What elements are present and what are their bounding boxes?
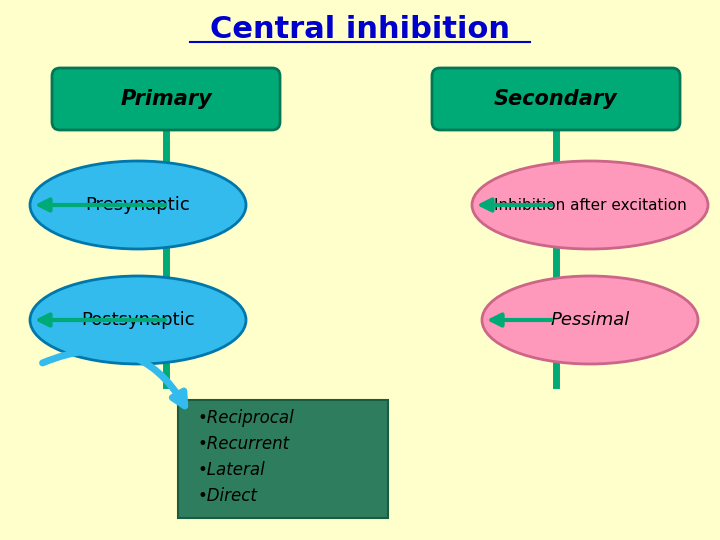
Text: Presynaptic: Presynaptic — [86, 196, 190, 214]
FancyBboxPatch shape — [52, 68, 280, 130]
Text: Inhibition after excitation: Inhibition after excitation — [494, 198, 686, 213]
FancyArrowPatch shape — [42, 350, 185, 406]
Ellipse shape — [482, 276, 698, 364]
Text: •Reciprocal: •Reciprocal — [198, 409, 294, 427]
Ellipse shape — [30, 161, 246, 249]
Text: Primary: Primary — [120, 89, 212, 109]
Text: •Recurrent: •Recurrent — [198, 435, 290, 453]
Text: Pessimal: Pessimal — [550, 311, 629, 329]
Ellipse shape — [30, 276, 246, 364]
FancyBboxPatch shape — [432, 68, 680, 130]
Text: •Direct: •Direct — [198, 487, 258, 505]
Text: Postsynaptic: Postsynaptic — [81, 311, 195, 329]
Text: Secondary: Secondary — [494, 89, 618, 109]
Text: Central inhibition: Central inhibition — [210, 16, 510, 44]
Text: •Lateral: •Lateral — [198, 461, 266, 479]
FancyBboxPatch shape — [178, 400, 388, 518]
Ellipse shape — [472, 161, 708, 249]
